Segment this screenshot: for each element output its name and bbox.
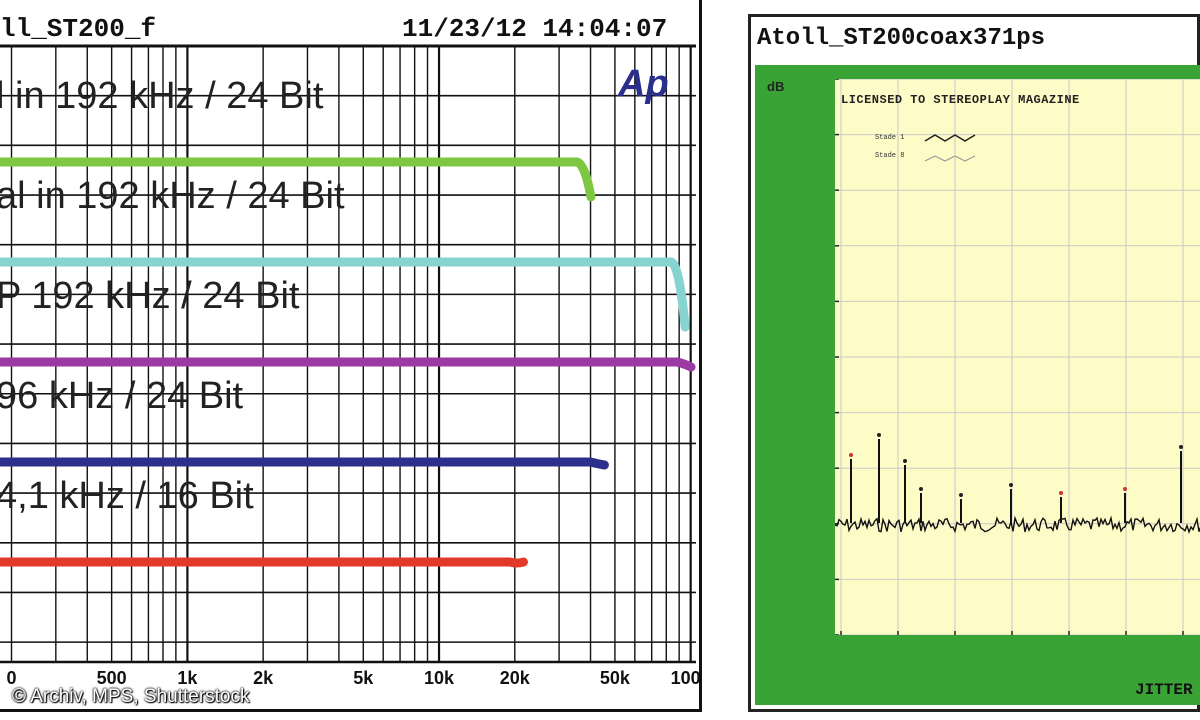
series-label: 96 kHz / 24 Bit (0, 375, 244, 417)
jitter-panel: Atoll_ST200coax371ps dB LICENSED TO STER… (748, 14, 1200, 712)
peak-marker (877, 433, 881, 437)
series-line (0, 257, 690, 332)
legend-item-1: Stade 1 (875, 134, 905, 142)
frequency-response-chart: Ap l in 192 kHz / 24 Bit al in 192 kHz / 2… (0, 44, 700, 688)
noise-trace (835, 515, 1200, 534)
x-tick-label: 0 (7, 668, 17, 688)
x-axis-label: JITTER (1135, 681, 1193, 699)
x-tick-label: 1k (177, 668, 198, 688)
license-text: LICENSED TO STEREOPLAY MAGAZINE (841, 93, 1080, 107)
jitter-chart-title: Atoll_ST200coax371ps (757, 25, 1046, 52)
x-tick-label: 500 (97, 668, 127, 688)
legend-item-2: Stade 8 (875, 152, 905, 160)
peak-marker (903, 459, 907, 463)
series-line (0, 457, 609, 470)
series-label: al in 192 kHz / 24 Bit (0, 175, 345, 217)
legend-swatch-1 (924, 134, 976, 142)
chart-header-timestamp: 11/23/12 14:04:07 (402, 14, 668, 44)
x-tick-label: 50k (600, 668, 631, 688)
ap-logo: Ap (617, 63, 669, 105)
series-line (0, 557, 528, 568)
legend: Stade 1 Stade 8 (875, 129, 904, 165)
peak-marker (1179, 445, 1183, 449)
x-tick-label: 20k (500, 668, 531, 688)
jitter-plot-area: LICENSED TO STEREOPLAY MAGAZINE Stade 1 … (835, 79, 1200, 635)
legend-swatch-2 (924, 155, 976, 162)
series-label: 4,1 kHz / 16 Bit (0, 475, 254, 517)
x-tick-label: 10k (424, 668, 455, 688)
frequency-response-panel: Ap l in 192 kHz / 24 Bit al in 192 kHz / 2… (0, 0, 702, 712)
peak-marker (1123, 487, 1127, 491)
x-tick-label: 5k (353, 668, 374, 688)
peak-marker (919, 487, 923, 491)
chart-header-name: ll_ST200_f (0, 14, 157, 44)
series-line (0, 157, 596, 202)
jitter-spectrum (835, 79, 1200, 635)
peak-marker (959, 493, 963, 497)
y-axis-label: dB (767, 79, 785, 94)
x-tick-label: 2k (253, 668, 274, 688)
series-label: P 192 kHz / 24 Bit (0, 275, 300, 317)
peak-marker (1059, 491, 1063, 495)
x-tick-label: 100k (671, 668, 700, 688)
series-label: l in 192 kHz / 24 Bit (0, 75, 324, 117)
peak-marker (1009, 483, 1013, 487)
peak-marker (849, 453, 853, 457)
series-line (0, 357, 696, 372)
image-credit: © Archiv, MPS, Shutterstock (12, 686, 250, 707)
jitter-chart-frame: dB LICENSED TO STEREOPLAY MAGAZINE Stade… (755, 65, 1200, 705)
